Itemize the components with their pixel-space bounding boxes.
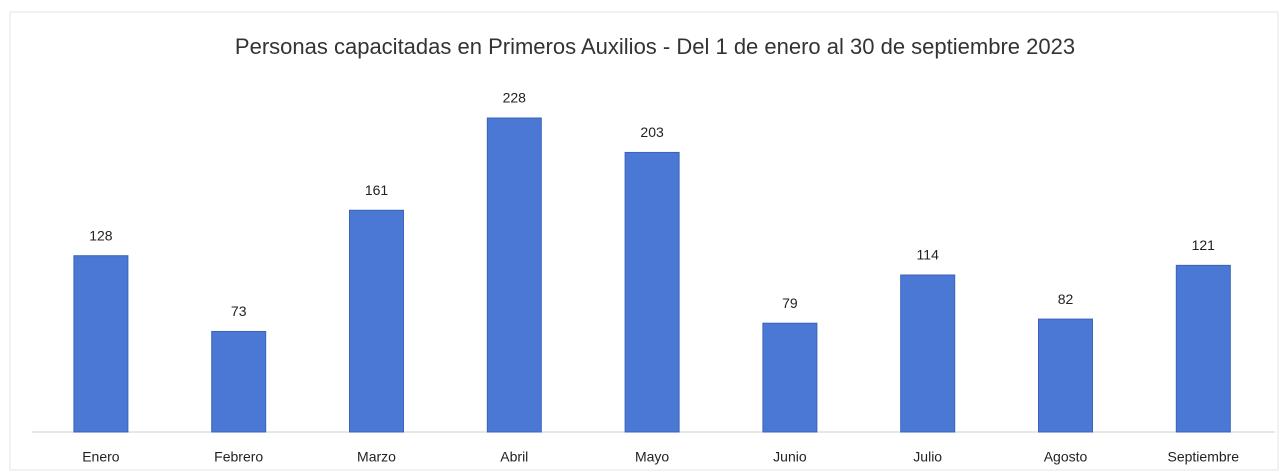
x-tick-label: Junio	[773, 449, 807, 465]
data-label: 203	[640, 124, 664, 140]
bar	[762, 322, 818, 433]
x-tick-label: Septiembre	[1168, 449, 1240, 465]
x-tick-label: Marzo	[357, 449, 396, 465]
data-label: 128	[89, 227, 113, 243]
x-tick-label: Julio	[913, 449, 942, 465]
bar	[1175, 264, 1231, 433]
data-label: 82	[1058, 291, 1074, 307]
bar	[349, 209, 404, 433]
x-tick-label: Agosto	[1044, 449, 1088, 465]
bar	[211, 330, 267, 433]
data-label: 114	[917, 247, 940, 263]
bar	[1038, 318, 1093, 433]
bar	[624, 151, 680, 433]
data-label: 228	[503, 90, 527, 106]
data-label: 161	[365, 182, 389, 198]
x-tick-label: Febrero	[214, 449, 263, 465]
x-tick-label: Enero	[82, 449, 120, 465]
x-tick-label: Abril	[500, 449, 528, 465]
bar	[486, 117, 542, 433]
data-label: 79	[782, 295, 798, 311]
x-tick-label: Mayo	[635, 449, 669, 465]
chart-title: Personas capacitadas en Primeros Auxilio…	[235, 34, 1075, 59]
bar	[73, 255, 129, 433]
bar	[900, 274, 956, 433]
data-label: 121	[1192, 237, 1216, 253]
data-label: 73	[231, 303, 247, 319]
